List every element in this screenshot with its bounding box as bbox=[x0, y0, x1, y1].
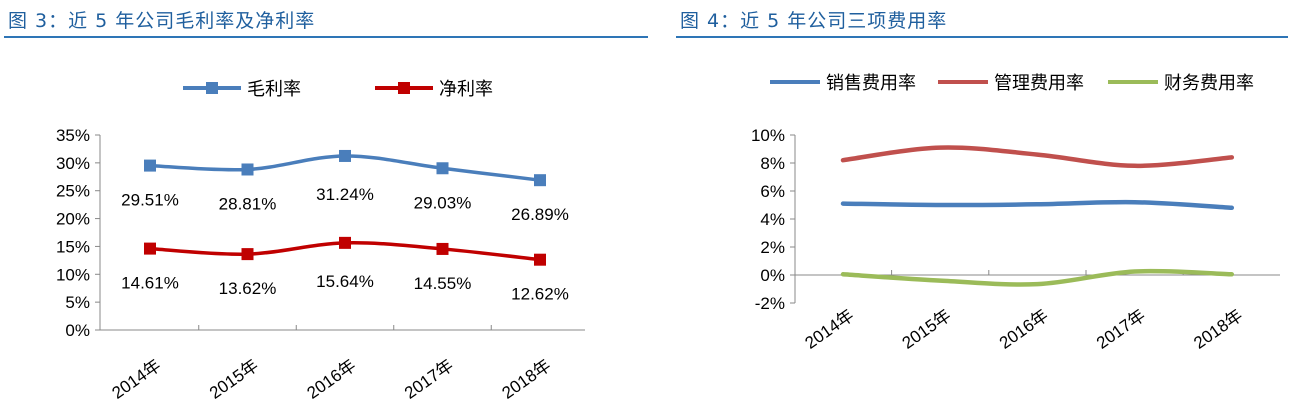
series-line-3 bbox=[840, 268, 1235, 287]
y-tick-label: 4% bbox=[760, 210, 785, 229]
title-rule bbox=[676, 36, 1288, 38]
legend-marker bbox=[206, 82, 218, 94]
data-point-marker bbox=[144, 242, 156, 255]
y-tick-label: 8% bbox=[760, 154, 785, 173]
data-point-marker bbox=[241, 163, 254, 176]
data-point-marker bbox=[534, 253, 546, 266]
y-tick-label: 0% bbox=[760, 266, 785, 285]
data-label: 12.62% bbox=[511, 285, 569, 304]
y-tick-label: 15% bbox=[56, 237, 90, 256]
y-tick-label: 5% bbox=[65, 293, 90, 312]
title-rule bbox=[4, 36, 648, 38]
y-tick-label: 2% bbox=[760, 238, 785, 257]
data-point-marker bbox=[339, 149, 351, 162]
y-tick-label: 10% bbox=[751, 126, 785, 145]
series-line-2 bbox=[840, 145, 1235, 169]
y-tick-label: 10% bbox=[56, 265, 90, 284]
data-point-marker bbox=[241, 248, 254, 261]
y-tick-label: 6% bbox=[760, 182, 785, 201]
data-point-marker bbox=[144, 159, 156, 172]
data-label: 31.24% bbox=[316, 185, 374, 204]
legend-label: 财务费用率 bbox=[1164, 73, 1254, 93]
y-tick-label: -2% bbox=[755, 294, 785, 313]
data-label: 28.81% bbox=[219, 194, 277, 213]
y-tick-label: 20% bbox=[56, 210, 90, 229]
data-point-marker bbox=[436, 242, 449, 255]
x-tick-label: 2018年 bbox=[1190, 306, 1246, 353]
legend-label: 销售费用率 bbox=[826, 73, 916, 93]
x-tick-label: 2016年 bbox=[996, 306, 1052, 353]
data-label: 29.51% bbox=[121, 191, 179, 210]
x-tick-label: 2014年 bbox=[801, 306, 857, 353]
data-label: 29.03% bbox=[414, 193, 472, 212]
y-tick-label: 30% bbox=[56, 154, 90, 173]
y-tick-label: 35% bbox=[56, 126, 90, 145]
data-point-marker bbox=[436, 162, 449, 175]
x-tick-label: 2015年 bbox=[206, 356, 262, 403]
y-tick-label: 25% bbox=[56, 182, 90, 201]
data-point-marker bbox=[534, 174, 546, 187]
chart-4-title: 图 4：近 5 年公司三项费用率 bbox=[680, 10, 948, 32]
x-tick-label: 2017年 bbox=[1093, 306, 1149, 353]
data-point-marker bbox=[339, 236, 351, 249]
y-tick-label: 0% bbox=[65, 321, 90, 340]
chart-3-title: 图 3：近 5 年公司毛利率及净利率 bbox=[8, 10, 316, 32]
data-label: 14.55% bbox=[414, 274, 472, 293]
x-tick-label: 2017年 bbox=[401, 356, 457, 403]
x-tick-label: 2016年 bbox=[303, 356, 359, 403]
data-label: 14.61% bbox=[121, 274, 179, 293]
x-tick-label: 2015年 bbox=[899, 306, 955, 353]
series-line-1 bbox=[840, 199, 1235, 211]
legend-marker bbox=[398, 82, 410, 94]
x-tick-label: 2014年 bbox=[108, 356, 164, 403]
legend-label: 净利率 bbox=[439, 79, 493, 99]
data-label: 26.89% bbox=[511, 205, 569, 224]
x-tick-label: 2018年 bbox=[498, 356, 554, 403]
legend-label: 毛利率 bbox=[247, 79, 301, 99]
data-label: 13.62% bbox=[219, 279, 277, 298]
legend-label: 管理费用率 bbox=[994, 73, 1084, 93]
data-label: 15.64% bbox=[316, 272, 374, 291]
